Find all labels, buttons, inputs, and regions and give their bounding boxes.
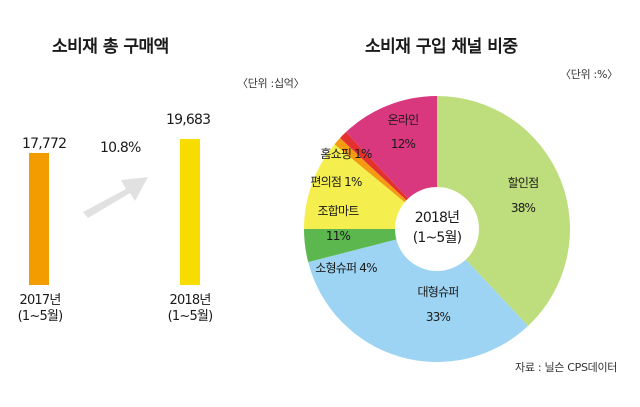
bar-2017 bbox=[29, 153, 49, 285]
bar-year-label: 2017년 bbox=[19, 293, 61, 308]
pie-slice-label: 조합마트 bbox=[318, 204, 360, 218]
bar-category-label-2017: 2017년 (1~5월) bbox=[14, 293, 66, 325]
pie-slice-label: 대형슈퍼 bbox=[418, 285, 459, 299]
pie-slice-label: 소형슈퍼 4% bbox=[315, 261, 377, 275]
pie-slice-value: 12% bbox=[391, 137, 416, 151]
data-source: 자료 : 닐슨 CPS데이터 bbox=[515, 361, 618, 374]
pie-chart-unit: 〈단위 :%〉 bbox=[560, 68, 618, 81]
pie-slice-1 bbox=[437, 96, 570, 326]
pie-slice-value: 33% bbox=[426, 310, 451, 324]
pie-center-label: 2018년 bbox=[415, 210, 460, 226]
bar-chart-unit: 〈단위 :십억〉 bbox=[237, 77, 305, 90]
bar-value-label-2017: 17,772 bbox=[22, 136, 67, 152]
growth-rate-label: 10.8% bbox=[100, 140, 141, 156]
bar-value-label-2018: 19,683 bbox=[166, 112, 211, 128]
bar-period-label: (1~5월) bbox=[167, 309, 214, 324]
pie-slice-value: 38% bbox=[511, 201, 536, 215]
bar-year-label: 2018년 bbox=[169, 293, 211, 308]
growth-arrow-icon bbox=[83, 177, 148, 218]
pie-center-hole bbox=[395, 187, 479, 271]
bar-2018 bbox=[180, 139, 200, 285]
pie-chart-title: 소비재 구입 채널 비중 bbox=[365, 37, 518, 57]
bar-chart-title: 소비재 총 구매액 bbox=[52, 37, 169, 57]
pie-slice-2 bbox=[308, 229, 529, 362]
pie-slice-value: 11% bbox=[326, 229, 351, 243]
pie-slice-label: 편의점 1% bbox=[310, 175, 362, 189]
bar-period-label: (1~5월) bbox=[17, 309, 64, 324]
pie-center-label: (1~5월) bbox=[413, 230, 462, 246]
pie-slice-label: 온라인 bbox=[388, 113, 419, 127]
pie-slice-label: 홈쇼핑 1% bbox=[320, 147, 372, 161]
pie-slice-label: 할인점 bbox=[508, 176, 539, 190]
bar-category-label-2018: 2018년 (1~5월) bbox=[164, 293, 216, 325]
